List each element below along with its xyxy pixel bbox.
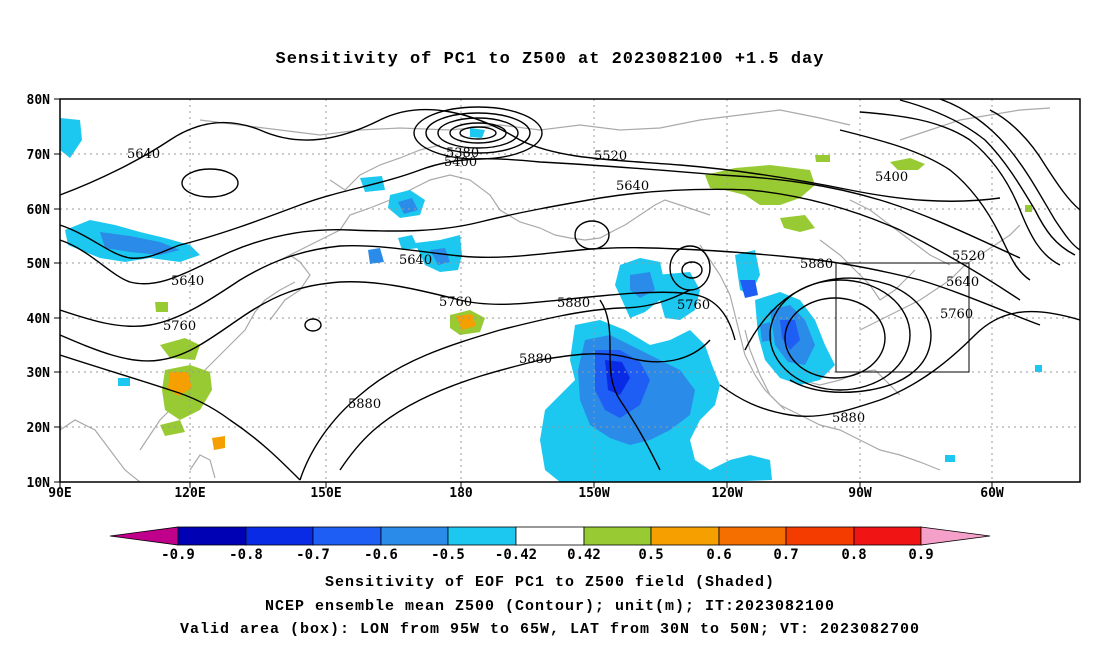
colorbar <box>109 526 991 546</box>
contour-label: 5640 <box>171 274 204 289</box>
grid-lines <box>60 99 1080 482</box>
lat-label: 70N <box>27 148 51 163</box>
colorbar-label: 0.7 <box>773 547 798 563</box>
lat-label: 60N <box>27 203 51 218</box>
colorbar-label: 0.5 <box>638 547 663 563</box>
colorbar-cell <box>312 526 382 546</box>
lat-label: 50N <box>27 257 51 272</box>
colorbar-cell <box>718 526 787 546</box>
colorbar-cell <box>109 526 179 546</box>
contour-labels: 5640 5380 5400 5520 5640 5400 5640 5640 … <box>127 146 985 426</box>
colorbar-label: -0.7 <box>296 547 330 563</box>
lon-label: 120E <box>174 486 205 501</box>
colorbar-cell <box>583 526 652 546</box>
caption-line-1: Sensitivity of EOF PC1 to Z500 field (Sh… <box>324 574 776 591</box>
lat-label: 40N <box>27 312 51 327</box>
axis-ticks <box>54 98 993 488</box>
contour-label: 5880 <box>832 411 865 426</box>
contour-label: 5640 <box>399 253 432 268</box>
latitude-labels: 80N 70N 60N 50N 40N 30N 20N 10N <box>27 93 51 491</box>
z500-contours <box>60 99 1080 481</box>
lat-label: 80N <box>27 93 51 108</box>
lat-label: 20N <box>27 421 51 436</box>
colorbar-label: -0.6 <box>364 547 398 563</box>
colorbar-label: 0.6 <box>706 547 731 563</box>
contour-label: 5400 <box>444 155 477 170</box>
colorbar-label: -0.5 <box>431 547 465 563</box>
lon-label: 90W <box>848 486 872 501</box>
colorbar-label: -0.42 <box>495 547 537 563</box>
map-title: Sensitivity of PC1 to Z500 at 2023082100… <box>275 50 825 69</box>
lon-label: 150W <box>578 486 609 501</box>
colorbar-labels: -0.9 -0.8 -0.7 -0.6 -0.5 -0.42 0.42 0.5 … <box>161 547 934 563</box>
colorbar-label: 0.9 <box>908 547 933 563</box>
contour-label: 5520 <box>952 249 985 264</box>
caption-line-3: Valid area (box): LON from 95W to 65W, L… <box>179 621 921 638</box>
plot-frame <box>59 98 1081 483</box>
lon-label: 60W <box>980 486 1004 501</box>
contour-label: 5880 <box>519 352 552 367</box>
contour-label: 5880 <box>800 257 833 272</box>
contour-label: 5760 <box>677 298 710 313</box>
lon-label: 120W <box>711 486 742 501</box>
shaded-sensitivity <box>60 118 1042 482</box>
contour-label: 5380 <box>446 146 479 161</box>
lon-label: 180 <box>449 486 473 501</box>
contour-label: 5880 <box>557 296 590 311</box>
colorbar-cell <box>853 526 922 546</box>
contour-label: 5640 <box>127 147 160 162</box>
colorbar-cell <box>245 526 314 546</box>
caption-line-2: NCEP ensemble mean Z500 (Contour); unit(… <box>264 598 836 615</box>
contour-label: 5640 <box>616 179 649 194</box>
longitude-labels: 90E 120E 150E 180 150W 120W 90W 60W <box>48 486 1004 501</box>
colorbar-cell <box>447 526 517 546</box>
colorbar-cell <box>920 526 991 546</box>
contour-label: 5760 <box>940 307 973 322</box>
contour-label: 5760 <box>439 295 472 310</box>
contour-label: 5760 <box>163 319 196 334</box>
contour-label: 5640 <box>946 275 979 290</box>
colorbar-label: 0.42 <box>567 547 601 563</box>
colorbar-label: -0.8 <box>229 547 263 563</box>
colorbar-label: 0.8 <box>841 547 866 563</box>
colorbar-cell <box>515 526 585 546</box>
contour-label: 5880 <box>348 397 381 412</box>
contour-label: 5400 <box>875 170 908 185</box>
contour-label: 5520 <box>594 149 627 164</box>
lat-label: 10N <box>27 476 51 491</box>
lon-label: 150E <box>310 486 341 501</box>
valid-area-box <box>835 262 970 373</box>
colorbar-label: -0.9 <box>161 547 195 563</box>
lat-label: 30N <box>27 366 51 381</box>
colorbar-cell <box>380 526 449 546</box>
colorbar-cell <box>785 526 855 546</box>
lon-label: 90E <box>48 486 71 501</box>
colorbar-cell <box>177 526 247 546</box>
colorbar-cell <box>650 526 720 546</box>
